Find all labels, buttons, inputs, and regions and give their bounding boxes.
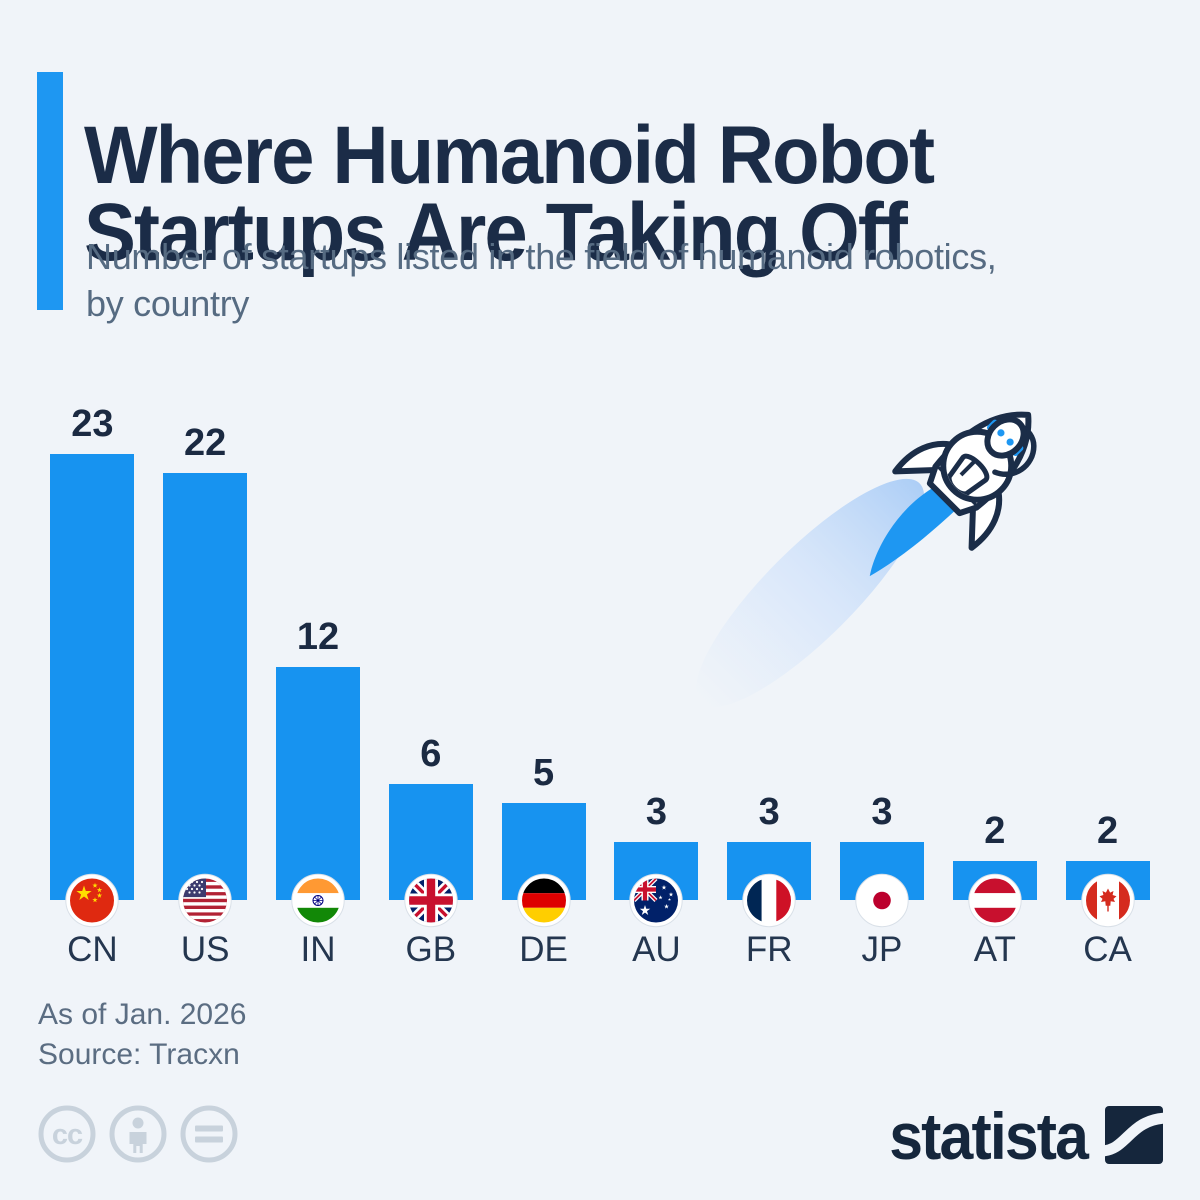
robot-eye-right (1006, 438, 1014, 446)
bar-value-label: 6 (420, 733, 442, 775)
cn-flag-icon (65, 873, 120, 927)
in-flag-icon (291, 873, 345, 927)
fr-flag-icon (742, 873, 796, 927)
page-title: Where Humanoid Robot Startups Are Taking… (84, 109, 935, 278)
bar-value-label: 3 (758, 791, 780, 833)
subtitle-line-1: Number of startups listed in the field o… (86, 236, 997, 277)
country-label: AU (632, 930, 681, 969)
bar-column-us: 22 US (149, 400, 262, 969)
us-flag-icon (178, 873, 232, 927)
bar-column-gb: 6 GB (374, 400, 487, 969)
bar-column-au: 3 AU (600, 400, 713, 969)
at-flag-icon (968, 873, 1022, 927)
bar-column-fr: 3 FR (713, 400, 826, 969)
country-label: CA (1083, 930, 1132, 969)
bar-value-label: 23 (71, 403, 114, 445)
bar-chart: 23 CN 22 US 12 IN 6 GB 5 (36, 400, 1164, 969)
robot-eye-left (997, 429, 1005, 437)
bar-value-label: 3 (645, 791, 667, 833)
country-label: DE (519, 930, 568, 969)
bar-in (275, 667, 360, 900)
gb-flag-icon (404, 873, 458, 927)
robot-rocket-illustration (695, 411, 1037, 708)
title-line-1: Where Humanoid Robot (84, 109, 935, 201)
country-label: CN (67, 930, 118, 969)
jp-flag-icon (855, 873, 909, 927)
de-flag-icon (516, 873, 571, 927)
bar-us (163, 473, 248, 900)
bar-column-jp: 3 JP (826, 400, 939, 969)
statista-logo-icon[interactable] (1105, 1106, 1163, 1164)
country-label: US (180, 930, 230, 969)
country-label: GB (405, 930, 457, 969)
country-label: JP (861, 930, 903, 969)
bar-value-label: 12 (296, 616, 340, 658)
subtitle-line-2: by country (86, 283, 250, 324)
cc-nd-icon (180, 1105, 238, 1163)
rocket-flame (869, 488, 955, 577)
chart-subtitle: Number of startups listed in the field o… (86, 233, 997, 327)
au-flag-icon (629, 873, 684, 927)
bar-value-label: 3 (871, 791, 893, 833)
bar-column-at: 2 AT (938, 400, 1051, 969)
bar-cn (50, 454, 135, 900)
cc-icon (38, 1105, 96, 1163)
title-line-2: Startups Are Taking Off (84, 186, 908, 278)
svg-text:cc: cc (52, 1119, 83, 1151)
as-of-note: As of Jan. 2026 (38, 998, 247, 1031)
robot-head (984, 416, 1027, 459)
country-label: IN (300, 930, 336, 969)
country-label: FR (745, 930, 793, 969)
statista-wordmark[interactable]: statista (889, 1099, 1089, 1173)
bar-column-de: 5 DE (487, 400, 600, 969)
rocket-trail (695, 478, 925, 708)
bar-value-label: 2 (984, 810, 1006, 852)
bar-column-in: 12 IN (262, 400, 375, 969)
bar-value-label: 5 (533, 752, 555, 794)
cc-by-icon (109, 1105, 167, 1163)
ca-flag-icon (1080, 873, 1135, 927)
bar-column-cn: 23 CN (36, 400, 149, 969)
bar-value-label: 22 (184, 422, 227, 464)
source-note: Source: Tracxn (38, 1038, 240, 1071)
country-label: AT (973, 930, 1016, 969)
bar-value-label: 2 (1097, 810, 1119, 852)
title-accent-bar (37, 72, 63, 310)
bar-column-ca: 2 CA (1051, 400, 1164, 969)
cc-license-icons[interactable]: cc (36, 1102, 246, 1166)
